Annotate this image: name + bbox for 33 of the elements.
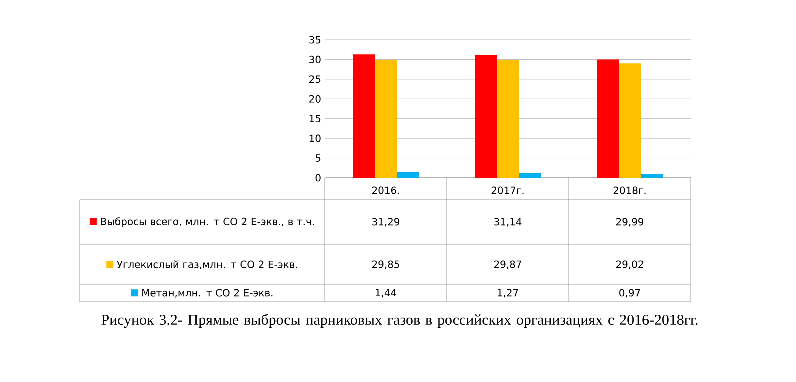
bar: [375, 60, 398, 178]
y-tick-label: 35: [310, 36, 321, 44]
data-label: 0,97: [620, 289, 640, 298]
bar: [497, 60, 520, 178]
data-label: 31,14: [494, 218, 522, 227]
data-label: 29,02: [616, 260, 644, 270]
bar: [597, 60, 620, 178]
data-label: 29,87: [494, 260, 522, 270]
data-label: 1,27: [498, 289, 518, 298]
legend-label: Выбросы всего, млн. т CO 2 E-экв., в т.ч.: [101, 218, 314, 228]
bar: [519, 172, 542, 178]
bar: [353, 54, 376, 178]
y-tick-label: 10: [310, 134, 321, 142]
data-label: 29,85: [372, 260, 400, 270]
y-tick-label: 25: [310, 76, 321, 84]
y-tick-label: 15: [310, 115, 321, 123]
y-tick-label: 30: [310, 56, 321, 64]
data-label: 29,99: [616, 218, 644, 227]
x-tick-label: 2018г.: [614, 186, 646, 194]
y-tick-label: 20: [310, 95, 321, 103]
data-label: 31,29: [372, 218, 400, 227]
legend-label: Метан,млн. т CO 2 E-экв.: [142, 289, 273, 298]
bar: [619, 64, 642, 178]
bar: [641, 174, 664, 178]
data-label: 1,44: [376, 289, 397, 298]
legend-label: Углекислый газ,млн. т CO 2 E-экв.: [117, 260, 298, 270]
x-tick-label: 2016.: [372, 186, 400, 194]
x-tick-label: 2017г.: [492, 186, 524, 194]
y-tick-label: 0: [316, 174, 321, 182]
bar: [397, 172, 420, 178]
text: Рисунок 3.2- Прямые выбросы парниковых газов в российских организациях с 2016-2018гг.: [102, 314, 698, 328]
y-tick-label: 5: [316, 154, 321, 162]
bar: [475, 55, 498, 178]
